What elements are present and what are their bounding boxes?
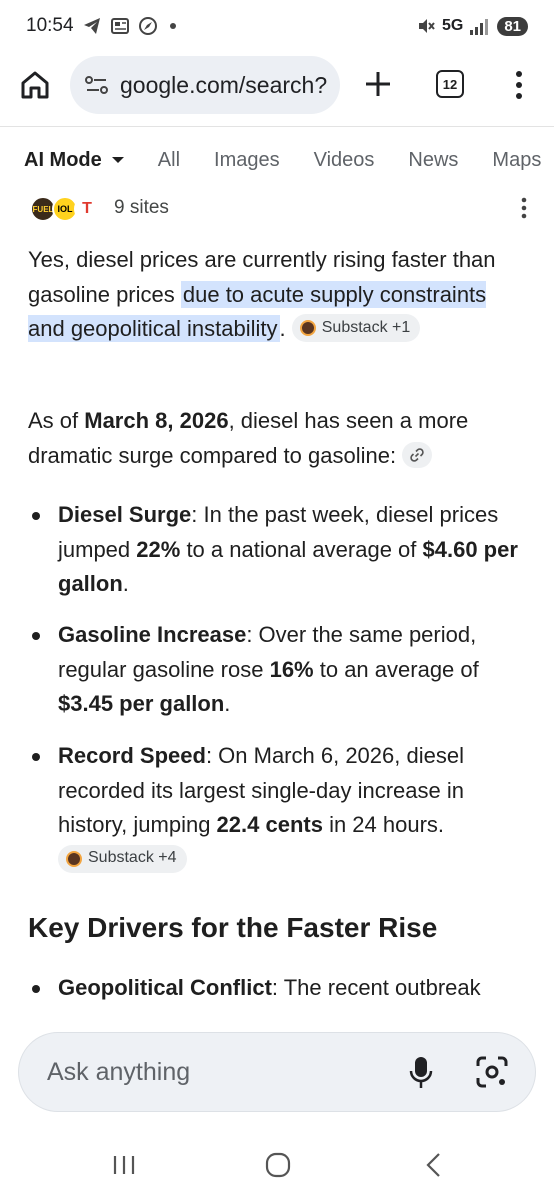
list-item: Gasoline Increase: Over the same period,… [28,618,528,722]
list-item: Diesel Surge: In the past week, diesel p… [28,498,528,602]
bullet-value: 22.4 cents [216,812,323,837]
section-heading: Key Drivers for the Faster Rise [28,912,438,943]
bullet-text: to an average of [313,656,479,682]
tab-switcher-button[interactable]: 12 [436,70,464,98]
microphone-icon[interactable] [407,1055,435,1091]
sources-more-icon[interactable] [518,196,530,220]
tab-ai-mode[interactable]: AI Mode [24,149,124,172]
answer-paragraph-1: Yes, diesel prices are currently rising … [28,243,528,347]
bullet-title: Gasoline Increase [58,622,247,647]
source-favicon-1: FUEL [30,196,56,222]
bullet-title: Geopolitical Conflict [58,975,272,1000]
bullet-text: : Over the same period, regular gasoline… [58,622,477,682]
answer-text: As of [28,408,85,433]
more-options-icon[interactable] [506,68,532,102]
substack-favicon-icon [66,850,82,867]
news-icon [110,18,129,34]
notification-dot-icon [169,23,176,29]
telegram-icon [83,18,100,34]
mute-icon [418,19,435,33]
tab-all[interactable]: All [157,148,181,171]
system-nav-bar [0,1140,554,1200]
status-bar: 10:54 5G 81 [0,0,554,52]
bullet-list: Diesel Surge: In the past week, diesel p… [28,498,528,602]
substack-favicon-icon [299,320,316,337]
new-tab-icon[interactable] [360,66,396,102]
bullet-title: Record Speed [58,743,206,768]
status-time: 10:54 [26,15,74,36]
url-text: google.com/search? [120,71,328,98]
link-icon[interactable] [402,441,433,468]
home-icon[interactable] [18,68,52,102]
network-type: 5G [441,17,464,34]
answer-text: , diesel has seen a more dramatic surge … [28,408,469,468]
source-chip[interactable]: Substack +1 [291,314,421,343]
source-chip-label: Substack +1 [321,318,411,336]
bullet-text: to a national average of [180,536,423,562]
back-icon[interactable] [424,1152,442,1178]
chevron-down-icon [111,157,124,163]
recent-apps-icon[interactable] [112,1154,136,1176]
sources-count: 9 sites [114,197,169,218]
bullet-value: 16% [269,656,314,682]
source-favicon-3: T [74,196,100,222]
toolbar-divider [0,126,554,127]
battery-level: 81 [497,16,528,36]
compass-icon [138,17,157,35]
browser-toolbar: google.com/search? 12 [0,56,554,114]
search-tabs: AI Mode All Images Videos News Maps [24,140,554,180]
source-favicons: FUEL IOL T [30,193,106,223]
ask-input[interactable]: Ask anything [18,1032,536,1112]
bullet-list: Geopolitical Conflict: The recent outbre… [28,971,528,1006]
tab-ai-mode-label: AI Mode [24,148,102,171]
bullet-text: . [122,571,129,596]
source-chip[interactable]: Substack +4 [58,844,187,873]
bullet-title: Diesel Surge [58,502,192,527]
bullet-text: : On March 6, 2026, diesel recorded its … [58,743,464,837]
answer-paragraph-2: As of March 8, 2026, diesel has seen a m… [28,404,528,473]
site-settings-icon[interactable] [84,74,110,96]
bullet-text: : The recent outbreak [271,975,481,1000]
bullet-value: $4.60 per gallon [58,536,518,597]
bullet-list: Gasoline Increase: Over the same period,… [28,618,528,722]
google-lens-icon[interactable] [475,1055,509,1089]
home-nav-icon[interactable] [265,1152,291,1178]
list-item: Record Speed: On March 6, 2026, diesel r… [28,739,528,877]
bullet-value: $3.45 per gallon [58,691,225,716]
bullet-value: 22% [136,536,181,562]
sources-row[interactable]: FUEL IOL T 9 sites [30,190,530,226]
tab-images[interactable]: Images [214,148,280,171]
bullet-text: : In the past week, diesel prices jumped [58,502,499,562]
answer-date: March 8, 2026 [84,408,229,433]
bullet-text: in 24 hours. [322,812,445,837]
bullet-list: Record Speed: On March 6, 2026, diesel r… [28,739,528,877]
address-bar[interactable]: google.com/search? [70,56,340,114]
ask-placeholder: Ask anything [47,1057,191,1086]
answer-text: Yes, diesel prices are currently rising … [28,247,496,307]
tab-videos[interactable]: Videos [313,148,375,171]
answer-text-end: . [279,316,286,341]
signal-icon [470,19,489,35]
list-item: Geopolitical Conflict: The recent outbre… [28,971,528,1006]
tab-maps[interactable]: Maps [492,148,542,171]
bullet-text: . [224,691,231,716]
tab-news[interactable]: News [408,148,459,171]
source-chip-label: Substack +4 [88,849,177,867]
